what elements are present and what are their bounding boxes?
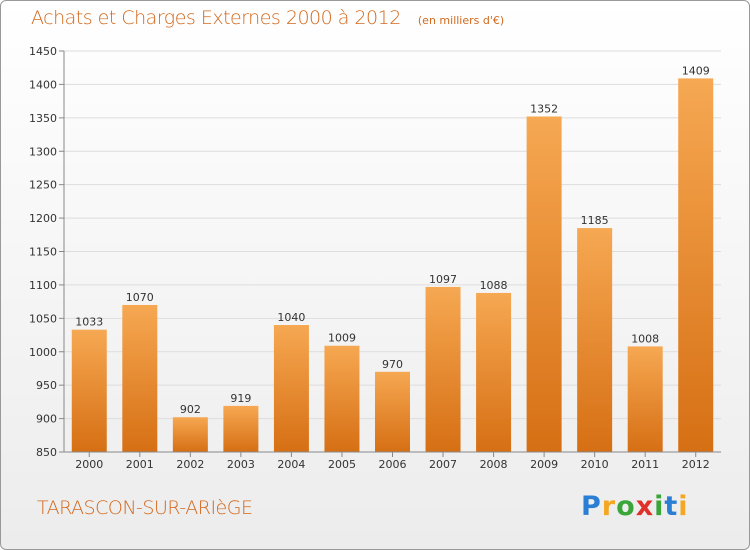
x-tick-label: 2000 bbox=[75, 458, 103, 471]
logo-letter: i bbox=[678, 491, 689, 522]
y-tick-label: 1350 bbox=[29, 112, 57, 125]
x-tick-label: 2010 bbox=[581, 458, 609, 471]
bar bbox=[122, 304, 158, 452]
bar-value-label: 902 bbox=[180, 403, 201, 416]
bar-value-label: 1070 bbox=[126, 291, 154, 304]
logo-letter: x bbox=[635, 491, 655, 522]
bar-value-label: 1088 bbox=[480, 279, 508, 292]
x-axis: 2000 2001 2002 2003 2004 2005 2006 2007 2008 2009… bbox=[64, 451, 721, 471]
bar bbox=[627, 346, 663, 452]
bar-value-label: 1033 bbox=[75, 316, 103, 329]
bar bbox=[678, 78, 714, 452]
value-labels: 1033 1070 902 919 1040 1009 970 1097 1088 1352 118… bbox=[75, 64, 709, 416]
x-tick-label: 2007 bbox=[429, 458, 457, 471]
logo-letter: r bbox=[601, 491, 617, 522]
y-tick-label: 1200 bbox=[29, 212, 57, 225]
bar bbox=[71, 329, 107, 452]
y-tick-label: 1050 bbox=[29, 312, 57, 325]
y-tick-label: 950 bbox=[36, 379, 57, 392]
bar-value-label: 1097 bbox=[429, 273, 457, 286]
title-row: Achats et Charges Externes 2000 à 2012 (… bbox=[31, 7, 504, 29]
city-name: TARASCON-SUR-ARIèGE bbox=[37, 497, 253, 519]
x-tick-label: 2001 bbox=[126, 458, 154, 471]
bars bbox=[71, 78, 714, 452]
bar-value-label: 1008 bbox=[631, 332, 659, 345]
bar-value-label: 1009 bbox=[328, 332, 356, 345]
x-tick-label: 2011 bbox=[631, 458, 659, 471]
x-tick-label: 2008 bbox=[480, 458, 508, 471]
bar bbox=[425, 286, 461, 452]
logo-letter: i bbox=[654, 491, 665, 522]
x-tick-label: 2004 bbox=[277, 458, 305, 471]
x-tick-label: 2005 bbox=[328, 458, 356, 471]
y-tick-label: 900 bbox=[36, 413, 57, 426]
bar-value-label: 1409 bbox=[682, 64, 710, 77]
bar bbox=[172, 417, 208, 452]
bar bbox=[324, 345, 360, 452]
chart-title: Achats et Charges Externes 2000 à 2012 bbox=[31, 7, 401, 29]
y-tick-label: 1000 bbox=[29, 346, 57, 359]
proxiti-logo[interactable]: Proxiti bbox=[581, 491, 689, 522]
y-tick-label: 1100 bbox=[29, 279, 57, 292]
logo-letter: t bbox=[664, 491, 679, 522]
y-tick-label: 850 bbox=[36, 446, 57, 459]
y-tick-label: 1450 bbox=[29, 45, 57, 58]
y-tick-label: 1150 bbox=[29, 246, 57, 259]
x-tick-label: 2003 bbox=[227, 458, 255, 471]
x-tick-label: 2006 bbox=[379, 458, 407, 471]
bar-value-label: 1040 bbox=[277, 311, 305, 324]
bar-value-label: 970 bbox=[382, 358, 403, 371]
logo-letter: P bbox=[581, 491, 602, 522]
chart-subtitle: (en milliers d'€) bbox=[417, 14, 505, 27]
y-tick-label: 1250 bbox=[29, 179, 57, 192]
x-tick-label: 2012 bbox=[682, 458, 710, 471]
bar bbox=[526, 116, 562, 452]
bar bbox=[223, 405, 259, 452]
bar bbox=[476, 292, 512, 452]
bar bbox=[577, 228, 613, 452]
bar-value-label: 1185 bbox=[581, 214, 609, 227]
bar bbox=[273, 325, 309, 452]
x-tick-label: 2009 bbox=[530, 458, 558, 471]
y-tick-label: 1300 bbox=[29, 145, 57, 158]
y-tick-label: 1400 bbox=[29, 78, 57, 91]
bar-value-label: 1352 bbox=[530, 102, 558, 115]
bar bbox=[375, 371, 410, 452]
bar-value-label: 919 bbox=[230, 392, 251, 405]
logo-letter: o bbox=[616, 491, 636, 522]
y-axis: 850 900 950 1000 1050 1100 1150 1200 1250 1300 135… bbox=[29, 45, 65, 459]
x-tick-label: 2002 bbox=[176, 458, 204, 471]
